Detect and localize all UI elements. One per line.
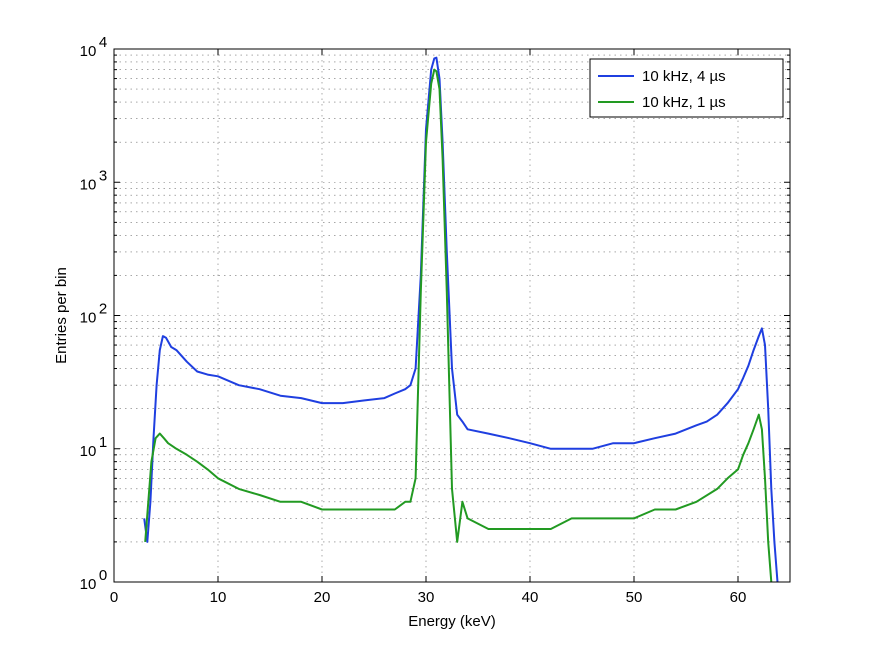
legend: 10 kHz, 4 µs 10 kHz, 1 µs <box>589 58 784 118</box>
y-axis-label: Entries per bin <box>53 267 70 364</box>
y-tick-label: 101 <box>80 434 108 460</box>
y-tick-label: 100 <box>80 567 108 593</box>
x-tick-label: 30 <box>418 589 435 606</box>
y-tick-base: 10 <box>80 443 97 460</box>
y-tick-exponent: 2 <box>99 301 107 318</box>
x-tick-label: 10 <box>210 589 227 606</box>
x-tick-label: 50 <box>626 589 643 606</box>
x-tick-label: 40 <box>522 589 539 606</box>
y-tick-label: 102 <box>80 301 108 327</box>
y-tick-exponent: 1 <box>99 434 107 451</box>
x-axis-label: Energy (keV) <box>408 613 496 630</box>
y-tick-label: 104 <box>80 34 108 60</box>
x-tick-label: 0 <box>110 589 118 606</box>
axis-ticks <box>113 49 790 583</box>
x-tick-label: 20 <box>314 589 331 606</box>
y-tick-label: 103 <box>80 167 108 193</box>
legend-entry-0: 10 kHz, 4 µs <box>642 68 726 85</box>
y-tick-base: 10 <box>80 43 97 60</box>
y-tick-base: 10 <box>80 576 97 593</box>
legend-box <box>589 58 784 118</box>
series-line-1 <box>144 68 773 583</box>
series-layer <box>143 56 779 583</box>
y-tick-exponent: 0 <box>99 567 107 584</box>
y-tick-exponent: 3 <box>99 167 107 184</box>
y-tick-base: 10 <box>80 310 97 327</box>
series-line-0 <box>143 56 779 583</box>
legend-entry-1: 10 kHz, 1 µs <box>642 94 726 111</box>
x-tick-label: 60 <box>730 589 747 606</box>
y-tick-exponent: 4 <box>99 34 107 51</box>
x-tick-labels: 0 10 20 30 40 50 60 <box>110 589 747 606</box>
y-tick-base: 10 <box>80 176 97 193</box>
